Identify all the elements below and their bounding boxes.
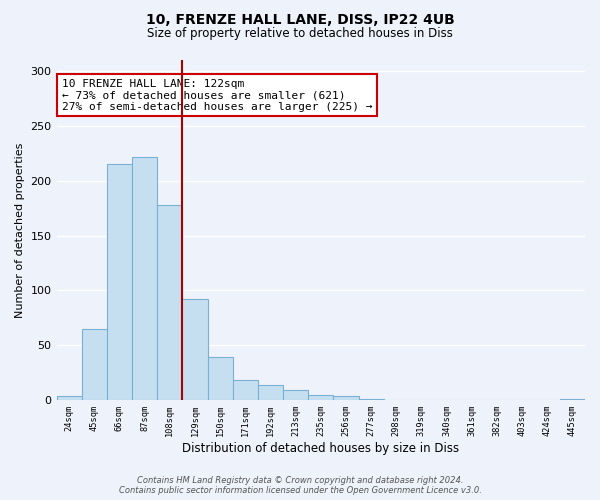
Text: Size of property relative to detached houses in Diss: Size of property relative to detached ho… — [147, 28, 453, 40]
Bar — [560, 399, 585, 400]
Y-axis label: Number of detached properties: Number of detached properties — [15, 142, 25, 318]
Bar — [308, 394, 334, 400]
Bar — [56, 396, 82, 400]
Bar — [283, 390, 308, 400]
Bar — [82, 329, 107, 400]
Bar — [182, 299, 208, 400]
Bar — [258, 384, 283, 400]
Bar — [157, 205, 182, 400]
X-axis label: Distribution of detached houses by size in Diss: Distribution of detached houses by size … — [182, 442, 460, 455]
Bar — [334, 396, 359, 400]
Bar — [359, 399, 383, 400]
Bar — [208, 358, 233, 400]
Text: 10, FRENZE HALL LANE, DISS, IP22 4UB: 10, FRENZE HALL LANE, DISS, IP22 4UB — [146, 12, 454, 26]
Bar — [107, 164, 132, 400]
Text: 10 FRENZE HALL LANE: 122sqm
← 73% of detached houses are smaller (621)
27% of se: 10 FRENZE HALL LANE: 122sqm ← 73% of det… — [62, 78, 373, 112]
Bar — [132, 156, 157, 400]
Text: Contains HM Land Registry data © Crown copyright and database right 2024.
Contai: Contains HM Land Registry data © Crown c… — [119, 476, 481, 495]
Bar — [233, 380, 258, 400]
